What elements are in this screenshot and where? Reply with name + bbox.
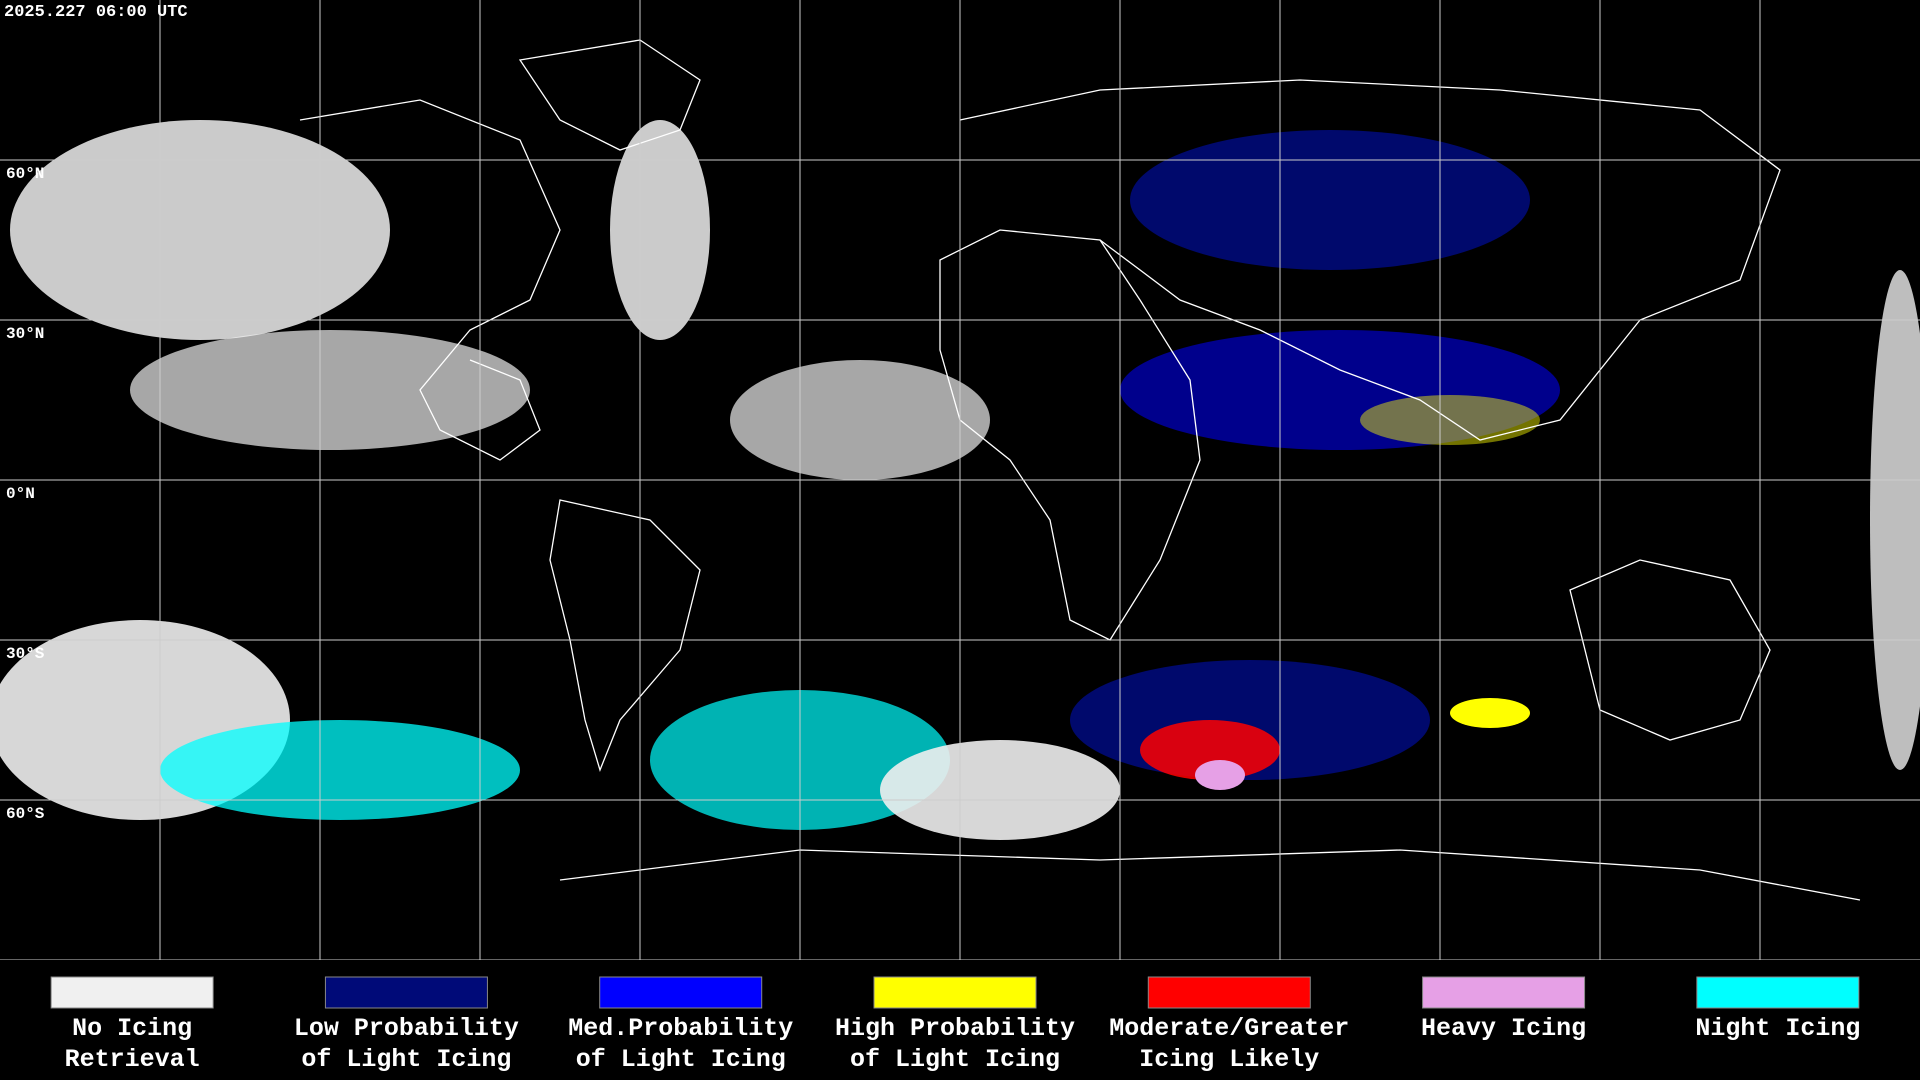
cloud (1195, 760, 1245, 790)
cloud (160, 720, 520, 820)
legend-swatch (873, 976, 1037, 1009)
legend-label: Icing Likely (1139, 1045, 1319, 1074)
coastline (549, 499, 701, 772)
legend-swatch (599, 976, 763, 1009)
legend-label: of Light Icing (850, 1045, 1060, 1074)
cloud (1450, 698, 1530, 728)
legend-label: Low Probability (294, 1014, 519, 1043)
cloud (10, 120, 390, 340)
legend-label: Heavy Icing (1421, 1014, 1586, 1043)
cloud-layer (0, 120, 1920, 840)
coastline (559, 849, 1861, 901)
legend-label: Moderate/Greater (1109, 1014, 1349, 1043)
latitude-label: 30°N (6, 325, 44, 343)
latitude-labels: 60°N 30°N 0°N 30°S 60°S (6, 165, 45, 823)
latitude-label: 0°N (6, 485, 35, 503)
latitude-label: 30°S (6, 645, 45, 663)
latitude-label: 60°N (6, 165, 44, 183)
latitude-label: 60°S (6, 805, 45, 823)
timestamp: 2025.227 06:00 UTC (4, 3, 188, 22)
coastline (939, 229, 1201, 641)
legend-swatch (1696, 976, 1860, 1009)
cloud (730, 360, 990, 480)
legend-label: of Light Icing (301, 1045, 511, 1074)
legend-label: Med.Probability (568, 1014, 793, 1043)
legend-label: of Light Icing (576, 1045, 786, 1074)
legend-label: High Probability (835, 1014, 1075, 1043)
legend-label: Night Icing (1695, 1014, 1860, 1043)
cloud (610, 120, 710, 340)
cloud (880, 740, 1120, 840)
legend-swatch (1422, 976, 1586, 1009)
cloud (1140, 720, 1280, 780)
legend-label: Retrieval (65, 1045, 200, 1074)
cloud (130, 330, 530, 450)
cloud (1870, 270, 1920, 770)
coastline (1569, 559, 1771, 741)
legend-label: No Icing (72, 1014, 192, 1043)
legend-swatch (324, 976, 488, 1009)
legend-swatch (1147, 976, 1311, 1009)
legend-swatch (50, 976, 214, 1009)
cloud (1130, 130, 1530, 270)
coastline (299, 99, 561, 461)
